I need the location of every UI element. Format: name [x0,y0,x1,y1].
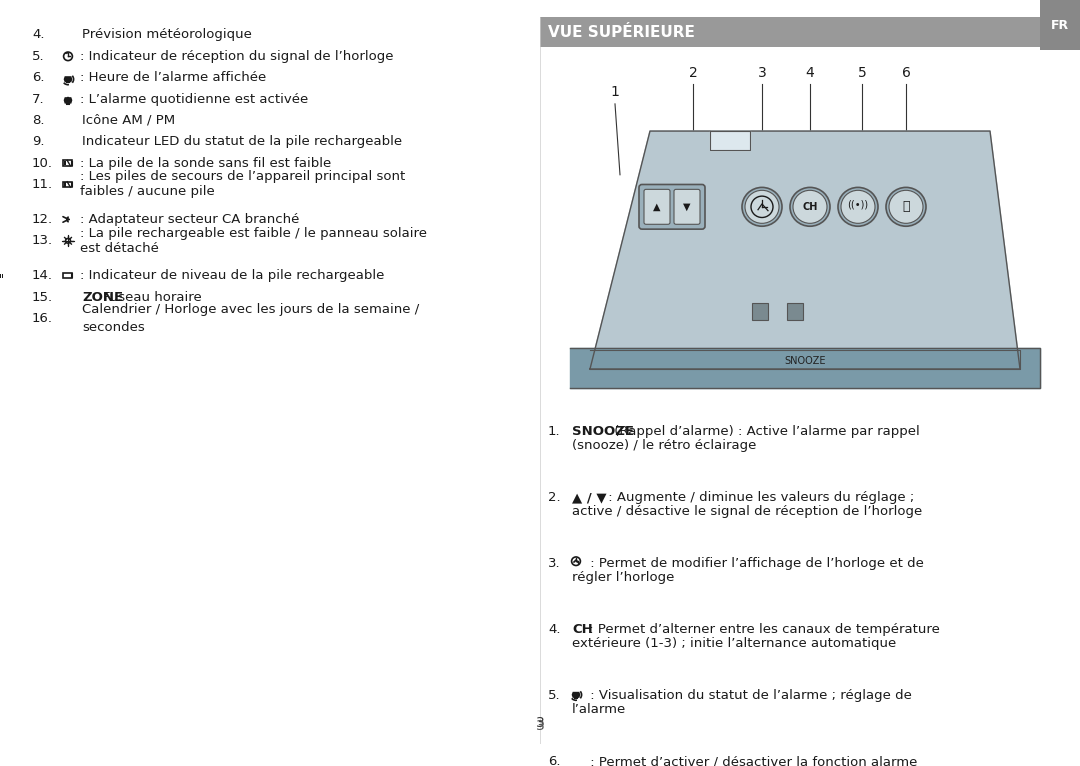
Polygon shape [590,131,1020,369]
Text: SNOOZE: SNOOZE [784,356,826,366]
Text: 4.: 4. [548,624,561,637]
Text: 15.: 15. [32,290,53,303]
Text: : La pile rechargeable est faible / le panneau solaire
est détaché: : La pile rechargeable est faible / le p… [80,227,427,255]
FancyBboxPatch shape [540,18,1040,47]
Text: extérieure (1-3) ; initie l’alternance automatique: extérieure (1-3) ; initie l’alternance a… [572,637,896,650]
Text: 3: 3 [536,719,544,733]
Text: 2: 2 [689,66,698,80]
Text: CH: CH [802,201,818,212]
Polygon shape [65,77,71,81]
Text: : Augmente / diminue les valeurs du réglage ;: : Augmente / diminue les valeurs du régl… [604,491,914,504]
Text: ▲: ▲ [653,201,661,212]
Text: : Permet d’alterner entre les canaux de température: : Permet d’alterner entre les canaux de … [584,624,940,637]
Text: 1.: 1. [548,425,561,438]
Text: 🔔: 🔔 [902,201,909,213]
Text: : Adaptateur secteur CA branché: : Adaptateur secteur CA branché [80,213,299,226]
Text: FR: FR [1051,18,1069,31]
Circle shape [67,97,69,99]
Text: active / désactive le signal de réception de l’horloge: active / désactive le signal de réceptio… [572,505,922,518]
Text: 1: 1 [610,85,620,100]
Text: : Permet d’activer / désactiver la fonction alarme: : Permet d’activer / désactiver la fonct… [586,755,917,766]
Text: Indicateur LED du statut de la pile rechargeable: Indicateur LED du statut de la pile rech… [82,136,402,149]
Text: : Permet de modifier l’affichage de l’horloge et de: : Permet de modifier l’affichage de l’ho… [586,558,923,571]
Text: 4.: 4. [32,28,44,41]
Text: ▼: ▼ [684,201,691,212]
FancyBboxPatch shape [64,182,66,187]
FancyBboxPatch shape [64,161,66,165]
Polygon shape [572,692,580,697]
Text: 3: 3 [536,716,544,730]
Circle shape [793,190,827,224]
FancyBboxPatch shape [644,189,670,224]
Circle shape [886,188,926,226]
FancyBboxPatch shape [752,303,768,320]
Circle shape [742,188,782,226]
Text: : Indicateur de réception du signal de l’horloge: : Indicateur de réception du signal de l… [80,50,393,63]
Text: 8.: 8. [32,114,44,127]
FancyBboxPatch shape [0,273,1,278]
Text: Calendrier / Horloge avec les jours de la semaine /
secondes: Calendrier / Horloge avec les jours de l… [82,303,419,334]
Text: Prévision météorologique: Prévision météorologique [82,28,252,41]
Text: (snooze) / le rétro éclairage: (snooze) / le rétro éclairage [572,439,756,452]
FancyBboxPatch shape [1040,0,1080,51]
FancyBboxPatch shape [1,273,3,278]
Circle shape [889,190,923,224]
Text: 6.: 6. [32,71,44,84]
Text: Icône AM / PM: Icône AM / PM [82,114,175,127]
Text: 5.: 5. [32,50,44,63]
FancyBboxPatch shape [787,303,804,320]
Text: 6.: 6. [548,755,561,766]
Text: VUE SUPÉRIEURE: VUE SUPÉRIEURE [548,25,694,40]
Polygon shape [570,348,1040,388]
Text: 5.: 5. [548,689,561,702]
Text: : Heure de l’alarme affichée: : Heure de l’alarme affichée [80,71,267,84]
Text: 7.: 7. [32,93,44,106]
Text: Fuseau horaire: Fuseau horaire [103,290,202,303]
Polygon shape [572,758,580,763]
Text: : L’alarme quotidienne est activée: : L’alarme quotidienne est activée [80,93,308,106]
FancyBboxPatch shape [639,185,705,229]
Text: l’alarme: l’alarme [572,703,626,716]
Text: 12.: 12. [32,213,53,226]
Text: : Les piles de secours de l’appareil principal sont
faibles / aucune pile: : Les piles de secours de l’appareil pri… [80,171,405,198]
Polygon shape [590,349,1020,369]
Text: 11.: 11. [32,178,53,191]
Circle shape [575,757,577,759]
Circle shape [789,188,831,226]
Text: CH: CH [572,624,593,637]
Text: 3: 3 [758,66,767,80]
Text: ((•)): ((•)) [848,200,868,210]
Text: 13.: 13. [32,234,53,247]
Text: 4: 4 [806,66,814,80]
Text: (Rappel d’alarme) : Active l’alarme par rappel: (Rappel d’alarme) : Active l’alarme par … [610,425,920,438]
Circle shape [841,190,875,224]
Text: SNOOZE: SNOOZE [572,425,634,438]
Text: 16.: 16. [32,312,53,325]
Text: 5: 5 [858,66,866,80]
Polygon shape [710,131,750,150]
Circle shape [745,190,779,224]
Text: 9.: 9. [32,136,44,149]
Text: 14.: 14. [32,270,53,282]
Text: 3.: 3. [548,558,561,571]
Text: 2.: 2. [548,491,561,504]
FancyBboxPatch shape [674,189,700,224]
Text: 10.: 10. [32,156,53,169]
Polygon shape [65,98,71,103]
Text: ▲ / ▼: ▲ / ▼ [572,491,607,504]
Text: 6: 6 [902,66,910,80]
Circle shape [838,188,878,226]
Text: : Visualisation du statut de l’alarme ; réglage de: : Visualisation du statut de l’alarme ; … [586,689,912,702]
Text: : La pile de la sonde sans fil est faible: : La pile de la sonde sans fil est faibl… [80,156,332,169]
Text: ZONE: ZONE [82,290,123,303]
Text: : Indicateur de niveau de la pile rechargeable: : Indicateur de niveau de la pile rechar… [80,270,384,282]
Text: régler l’horloge: régler l’horloge [572,571,674,584]
